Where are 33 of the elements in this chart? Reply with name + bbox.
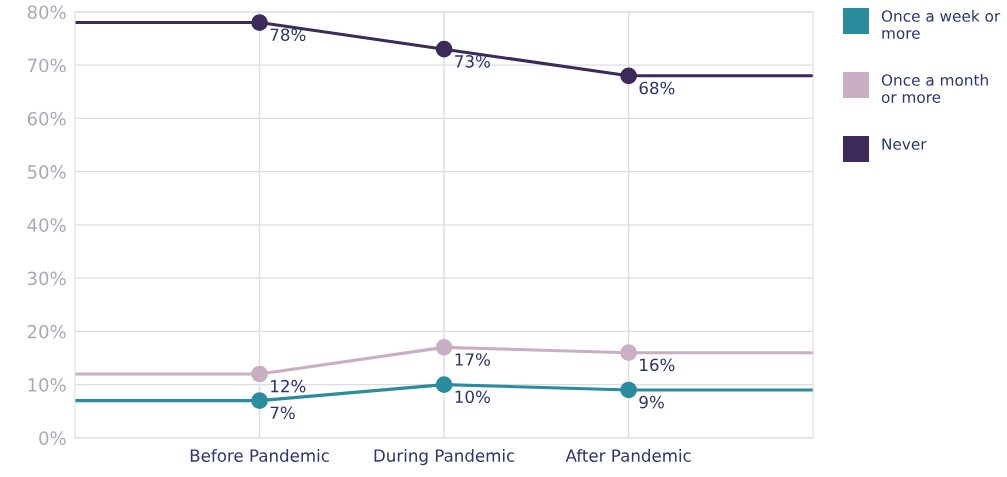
point (620, 381, 637, 399)
y-tick-label: 40% (27, 218, 66, 233)
legend-label: Never (882, 138, 927, 150)
y-tick-label: 80% (27, 5, 66, 20)
data-label: 9% (639, 395, 664, 409)
data-label: 12% (271, 379, 306, 393)
point (435, 40, 453, 58)
data-label: 68% (639, 81, 675, 95)
point (620, 67, 637, 85)
point (435, 376, 453, 393)
y-tick-label: 20% (27, 324, 66, 339)
x-tick-label: During Pandemic (374, 449, 515, 466)
y-tick-label: 10% (28, 378, 66, 392)
data-label: 10% (455, 390, 490, 404)
data-label: 17% (455, 353, 490, 366)
x-tick-label: After Pandemic (565, 449, 691, 462)
legend-label: Once a week or more (881, 10, 1001, 39)
y-tick-label: 70% (28, 58, 66, 73)
y-tick-label: 50% (27, 165, 66, 179)
x-tick-label: Before Pandemic (190, 449, 329, 462)
point (251, 14, 268, 31)
legend-label: Once a month or more (881, 74, 988, 103)
point (251, 365, 268, 383)
y-tick-label: 30% (27, 271, 66, 286)
point (620, 344, 637, 362)
y-tick-label: 0% (39, 431, 66, 445)
point (435, 339, 453, 356)
point (251, 392, 268, 409)
y-tick-label: 60% (27, 111, 66, 126)
data-label: 7% (270, 406, 295, 420)
data-label: 73% (455, 55, 490, 68)
data-label: 16% (640, 358, 675, 372)
data-label: 78% (270, 28, 306, 42)
